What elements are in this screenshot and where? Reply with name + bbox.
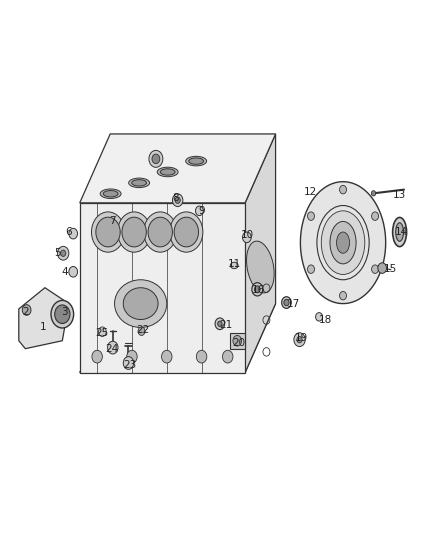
Text: 15: 15: [384, 264, 398, 274]
Circle shape: [117, 212, 151, 252]
Circle shape: [378, 263, 387, 273]
Polygon shape: [230, 333, 245, 349]
Ellipse shape: [215, 318, 225, 329]
Text: 12: 12: [304, 187, 317, 197]
Ellipse shape: [132, 180, 147, 186]
Text: 1: 1: [39, 322, 46, 333]
Text: 9: 9: [198, 206, 205, 216]
Text: 19: 19: [295, 333, 308, 343]
Circle shape: [92, 350, 102, 363]
Ellipse shape: [254, 286, 260, 293]
Circle shape: [69, 266, 78, 277]
Ellipse shape: [160, 169, 175, 175]
Ellipse shape: [103, 191, 118, 197]
Polygon shape: [245, 134, 276, 373]
Circle shape: [69, 228, 78, 239]
Polygon shape: [80, 304, 276, 373]
Ellipse shape: [396, 223, 403, 241]
Text: 16: 16: [251, 285, 265, 295]
Circle shape: [148, 217, 173, 247]
Text: 10: 10: [241, 230, 254, 240]
Circle shape: [233, 335, 242, 346]
Polygon shape: [80, 134, 276, 203]
Circle shape: [170, 212, 203, 252]
Circle shape: [339, 185, 346, 194]
Circle shape: [96, 217, 120, 247]
Text: 23: 23: [123, 360, 136, 369]
Text: 4: 4: [61, 267, 68, 277]
Circle shape: [294, 333, 305, 346]
Circle shape: [173, 194, 183, 207]
Ellipse shape: [336, 232, 350, 253]
Ellipse shape: [157, 167, 178, 177]
Polygon shape: [19, 288, 69, 349]
Text: 3: 3: [61, 306, 68, 317]
Circle shape: [123, 357, 134, 369]
Circle shape: [371, 265, 378, 273]
Circle shape: [371, 212, 378, 220]
Text: 25: 25: [95, 328, 108, 338]
Circle shape: [195, 206, 203, 216]
Text: 22: 22: [136, 325, 149, 335]
Circle shape: [307, 212, 314, 220]
Ellipse shape: [282, 297, 291, 309]
Ellipse shape: [189, 158, 204, 164]
Circle shape: [297, 336, 302, 343]
Circle shape: [149, 150, 163, 167]
Circle shape: [339, 292, 346, 300]
Circle shape: [196, 350, 207, 363]
Ellipse shape: [123, 288, 158, 319]
Circle shape: [371, 191, 376, 196]
Ellipse shape: [129, 178, 150, 188]
Text: 6: 6: [66, 227, 72, 237]
Polygon shape: [80, 203, 245, 373]
Circle shape: [316, 313, 322, 321]
Text: 13: 13: [393, 190, 406, 200]
Polygon shape: [300, 182, 386, 304]
Text: 14: 14: [395, 227, 408, 237]
Circle shape: [99, 327, 106, 336]
Ellipse shape: [252, 282, 263, 296]
Text: 17: 17: [286, 298, 300, 309]
Circle shape: [92, 212, 124, 252]
Circle shape: [138, 327, 145, 335]
Text: 20: 20: [232, 338, 245, 349]
Text: 11: 11: [228, 259, 241, 269]
Circle shape: [243, 232, 251, 243]
Circle shape: [57, 246, 69, 260]
Circle shape: [162, 350, 172, 363]
Ellipse shape: [100, 189, 121, 198]
Ellipse shape: [230, 262, 238, 269]
Text: 7: 7: [109, 216, 116, 227]
Circle shape: [122, 217, 146, 247]
Ellipse shape: [115, 280, 167, 327]
Text: 2: 2: [22, 306, 28, 317]
Text: 18: 18: [319, 314, 332, 325]
Ellipse shape: [392, 217, 406, 247]
Circle shape: [144, 212, 177, 252]
Ellipse shape: [186, 156, 207, 166]
Ellipse shape: [321, 211, 365, 274]
Text: 24: 24: [106, 344, 119, 354]
Text: 5: 5: [55, 248, 61, 259]
Circle shape: [152, 154, 160, 164]
Circle shape: [108, 341, 118, 354]
Circle shape: [174, 217, 198, 247]
Ellipse shape: [330, 221, 356, 264]
Circle shape: [127, 350, 137, 363]
Ellipse shape: [247, 241, 274, 293]
Circle shape: [22, 305, 31, 316]
Ellipse shape: [218, 321, 222, 326]
Circle shape: [307, 265, 314, 273]
Circle shape: [175, 197, 180, 204]
Ellipse shape: [55, 305, 70, 324]
Circle shape: [60, 250, 66, 256]
Text: 8: 8: [172, 192, 179, 203]
Ellipse shape: [284, 300, 289, 306]
Text: 21: 21: [219, 320, 232, 330]
Circle shape: [223, 350, 233, 363]
Ellipse shape: [51, 301, 74, 328]
